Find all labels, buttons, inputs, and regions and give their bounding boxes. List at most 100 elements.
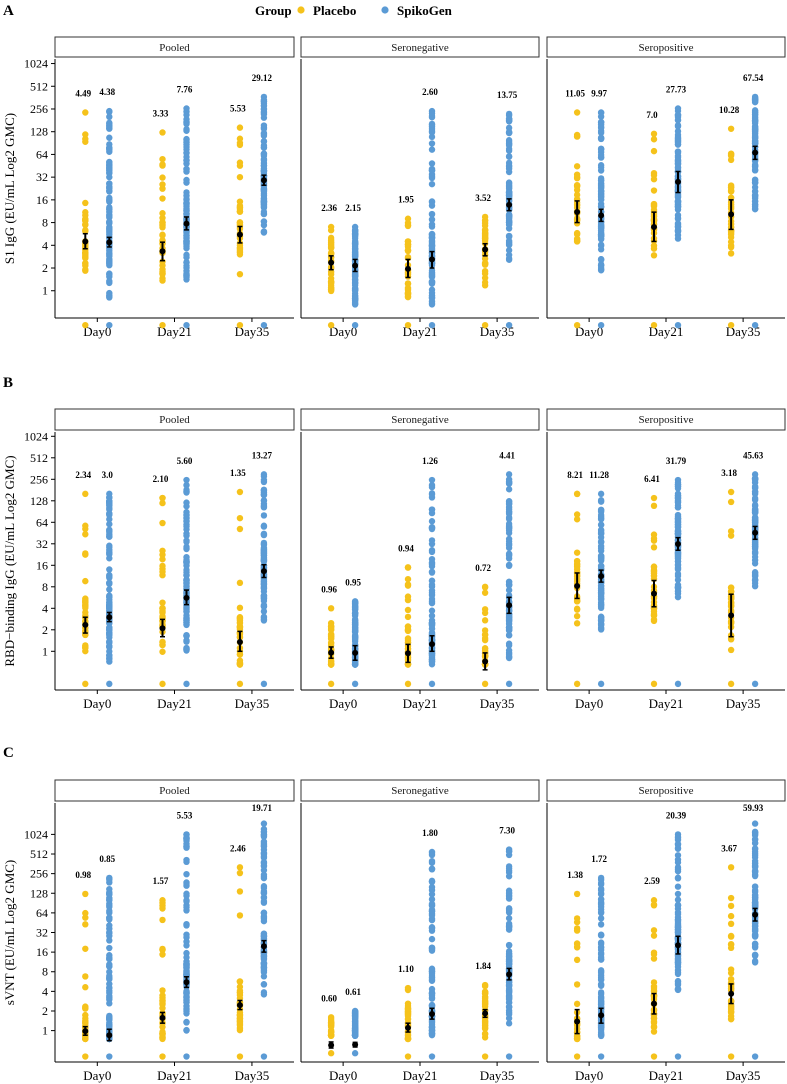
spikogen-point <box>260 102 268 109</box>
facet-strip <box>54 408 295 431</box>
placebo-point <box>404 293 412 301</box>
y-tick-label: 256 <box>30 867 48 881</box>
placebo-gmc-label: 1.95 <box>398 195 414 205</box>
placebo-point <box>650 130 658 138</box>
spikogen-point <box>106 879 113 886</box>
placebo-point <box>82 604 89 612</box>
spikogen-point <box>183 149 190 157</box>
spikogen-point <box>505 614 513 621</box>
placebo-gmc-point <box>482 1010 489 1017</box>
x-tick-label: Day21 <box>649 1068 684 1083</box>
placebo-point <box>650 932 658 939</box>
placebo-point <box>727 864 735 871</box>
placebo-point <box>404 1035 412 1043</box>
spikogen-point <box>260 820 268 827</box>
placebo-point <box>159 129 166 136</box>
placebo-gmc-point <box>482 246 489 253</box>
spikogen-point <box>674 890 682 898</box>
spikogen-point <box>505 941 513 949</box>
spikogen-point <box>260 680 268 688</box>
placebo-point <box>573 560 581 568</box>
spikogen-point <box>351 228 359 235</box>
spikogen-point <box>597 915 605 922</box>
spikogen-point <box>428 935 436 943</box>
spikogen-point <box>183 1019 190 1026</box>
spikogen-point <box>751 959 759 966</box>
placebo-gmc-point <box>405 265 411 272</box>
spikogen-point <box>674 570 682 578</box>
x-tick-label: Day35 <box>726 324 761 339</box>
spikogen-point <box>183 954 190 961</box>
spikogen-point <box>505 221 513 228</box>
spikogen-point <box>751 203 759 210</box>
placebo-point <box>236 219 244 227</box>
placebo-point <box>82 973 89 980</box>
placebo-gmc-label: 0.96 <box>321 584 337 594</box>
spikogen-point <box>106 944 113 952</box>
spikogen-point <box>183 1026 190 1034</box>
placebo-gmc-label: 1.57 <box>153 876 169 886</box>
spikogen-point <box>428 900 436 908</box>
panel-label-A: A <box>3 3 14 19</box>
panel-A: A S1 IgG (EU/mL Log2 GMC) 1 2 4 8 16 32 64 128 256… <box>2 3 786 339</box>
legend-label-spikogen: SpikoGen <box>397 3 453 18</box>
placebo-point <box>159 905 166 912</box>
spikogen-point <box>751 680 759 688</box>
placebo-point <box>481 260 489 267</box>
facet-strip <box>300 36 540 58</box>
spikogen-point <box>751 516 759 523</box>
spikogen-point <box>183 897 190 904</box>
placebo-gmc-point <box>405 1024 411 1031</box>
placebo-point <box>650 897 658 904</box>
placebo-point <box>159 547 166 554</box>
y-tick-label: 1 <box>42 1024 48 1038</box>
placebo-point <box>481 235 489 242</box>
spikogen-point <box>505 471 513 478</box>
spikogen-point <box>183 870 190 878</box>
spikogen-point <box>674 198 682 205</box>
spikogen-gmc-point <box>506 602 513 609</box>
placebo-gmc-point <box>574 1018 581 1025</box>
placebo-gmc-label: 3.33 <box>153 108 169 118</box>
placebo-point <box>727 182 735 189</box>
spikogen-point <box>260 157 268 164</box>
spikogen-point <box>674 590 682 597</box>
spikogen-point <box>505 478 513 485</box>
spikogen-point <box>674 875 682 882</box>
spikogen-point <box>597 1053 605 1060</box>
y-tick-label: 256 <box>30 102 48 116</box>
facet-strip-label: Seropositive <box>639 785 694 797</box>
spikogen-point <box>260 580 268 588</box>
spikogen-point <box>597 626 605 633</box>
placebo-point <box>236 579 244 587</box>
placebo-point <box>727 646 735 654</box>
spikogen-point <box>505 247 513 254</box>
spikogen-point <box>751 179 759 187</box>
placebo-point <box>236 987 244 995</box>
spikogen-point <box>751 191 759 199</box>
placebo-gmc-label: 5.53 <box>230 104 246 114</box>
placebo-point <box>159 562 166 570</box>
placebo-gmc-label: 0.60 <box>321 993 337 1003</box>
spikogen-point <box>674 970 682 978</box>
spikogen-point <box>428 173 436 180</box>
placebo-point <box>159 1030 166 1037</box>
placebo-point <box>159 994 166 1002</box>
spikogen-point <box>597 521 605 529</box>
placebo-point <box>573 163 581 170</box>
spikogen-point <box>260 843 268 850</box>
placebo-point <box>159 680 166 688</box>
spikogen-point <box>674 868 682 875</box>
spikogen-point <box>260 838 268 845</box>
placebo-gmc-label: 4.49 <box>75 88 91 98</box>
spikogen-point <box>597 264 605 272</box>
placebo-point <box>159 262 166 269</box>
spikogen-point <box>505 642 513 649</box>
y-tick-label: 1 <box>42 644 48 658</box>
spikogen-gmc-label: 4.38 <box>99 87 115 97</box>
placebo-point <box>236 680 244 688</box>
placebo-gmc-label: 8.21 <box>567 470 583 480</box>
spikogen-point <box>183 157 190 164</box>
spikogen-gmc-point <box>260 568 267 575</box>
